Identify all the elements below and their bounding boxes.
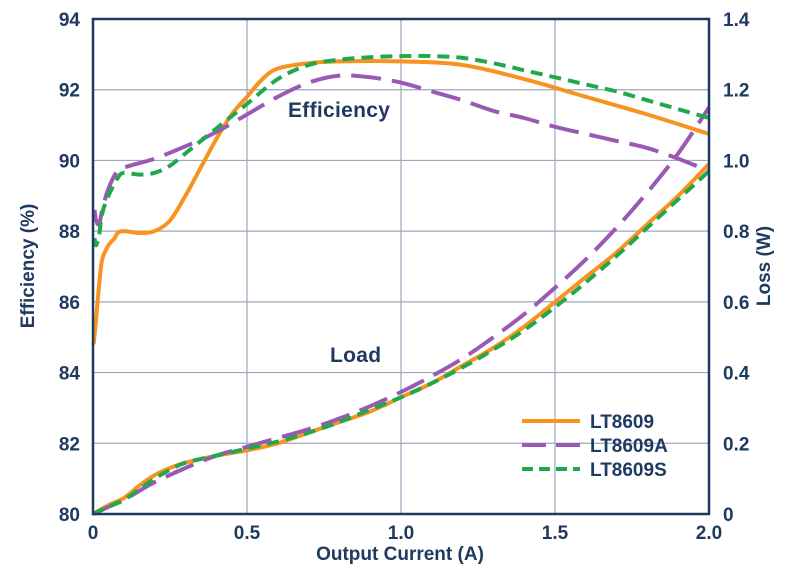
series-curves xyxy=(91,53,711,516)
lt8609a-efficiency-curve xyxy=(92,73,710,227)
left-tick-label: 92 xyxy=(59,81,80,102)
load-annotation: Load xyxy=(330,344,381,367)
right-axis-label: Loss (W) xyxy=(754,226,775,306)
x-tick-label: 2.0 xyxy=(696,523,722,544)
right-tick-label: 0 xyxy=(723,505,734,526)
grid-lines xyxy=(93,19,709,514)
legend-label-lt8609: LT8609 xyxy=(590,412,654,433)
right-tick-label: 1.2 xyxy=(723,81,749,102)
x-tick-label: 0 xyxy=(88,523,99,544)
legend-label-lt8609s: LT8609S xyxy=(590,460,667,481)
lt8609-efficiency-curve xyxy=(91,59,710,345)
x-axis-ticks: 0 0.5 1.0 1.5 2.0 xyxy=(88,523,723,544)
x-tick-label: 1.5 xyxy=(542,523,569,544)
right-tick-label: 0.2 xyxy=(723,434,749,455)
lt8609-loss-curve xyxy=(91,162,711,516)
left-tick-label: 80 xyxy=(59,505,80,526)
right-tick-label: 1.0 xyxy=(723,151,749,172)
right-axis-ticks: 0 0.2 0.4 0.6 0.8 1.0 1.2 1.4 xyxy=(723,10,750,526)
plot-frame xyxy=(91,17,711,516)
x-tick-label: 0.5 xyxy=(234,523,261,544)
left-axis-ticks: 80 82 84 86 88 90 92 94 xyxy=(59,10,81,526)
right-tick-label: 1.4 xyxy=(723,10,750,31)
legend: LT8609 LT8609A LT8609S xyxy=(522,412,668,481)
left-tick-label: 82 xyxy=(59,434,80,455)
right-tick-label: 0.6 xyxy=(723,293,749,314)
left-tick-label: 94 xyxy=(59,10,81,31)
lt8609s-efficiency-curve xyxy=(92,53,710,248)
legend-label-lt8609a: LT8609A xyxy=(590,436,668,457)
efficiency-annotation: Efficiency xyxy=(288,99,390,122)
lt8609a-loss-curve xyxy=(92,106,711,516)
left-tick-label: 88 xyxy=(59,222,80,243)
right-tick-label: 0.4 xyxy=(723,364,750,385)
left-tick-label: 90 xyxy=(59,151,80,172)
left-tick-label: 84 xyxy=(59,364,81,385)
right-tick-label: 0.8 xyxy=(723,222,749,243)
lt8609s-loss-curve xyxy=(92,169,711,516)
x-tick-label: 1.0 xyxy=(388,523,414,544)
left-tick-label: 86 xyxy=(59,293,80,314)
x-axis-label: Output Current (A) xyxy=(316,544,484,565)
left-axis-label: Efficiency (%) xyxy=(18,204,39,329)
